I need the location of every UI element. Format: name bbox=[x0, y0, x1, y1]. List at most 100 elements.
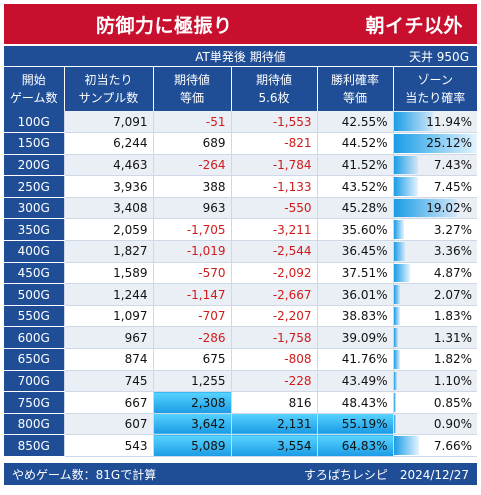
sample-count-cell: 667 bbox=[63, 391, 153, 414]
expected-56-cell: -2,544 bbox=[230, 240, 317, 263]
sample-count-cell: 967 bbox=[63, 326, 153, 350]
zone-rate-value: 3.27% bbox=[433, 222, 472, 237]
zone-rate-value: 7.45% bbox=[433, 179, 472, 194]
sample-count-cell: 1,827 bbox=[63, 240, 153, 263]
expected-equal-cell: 2,308 bbox=[152, 391, 231, 414]
sample-count-cell: 2,059 bbox=[63, 218, 153, 242]
sample-count-cell: 543 bbox=[63, 434, 153, 457]
zone-rate-cell: 11.94% bbox=[392, 111, 477, 134]
expected-56-cell: -3,211 bbox=[230, 218, 317, 242]
zone-rate-value: 0.85% bbox=[433, 395, 472, 410]
zone-rate-value: 25.12% bbox=[426, 136, 472, 151]
zone-rate-bar bbox=[393, 393, 397, 412]
expected-equal-cell: -1,147 bbox=[152, 283, 231, 306]
expected-equal-cell: -1,705 bbox=[152, 218, 231, 242]
win-rate-cell: 35.60% bbox=[316, 218, 393, 242]
zone-rate-cell: 1.10% bbox=[392, 370, 477, 393]
zone-rate-bar bbox=[393, 177, 419, 196]
zone-rate-cell: 7.66% bbox=[392, 434, 477, 457]
zone-rate-value: 19.02% bbox=[426, 201, 472, 216]
start-game-cell: 100G bbox=[4, 111, 64, 134]
expected-equal-cell: -570 bbox=[152, 262, 231, 285]
win-rate-cell: 42.55% bbox=[316, 111, 393, 134]
table-row: 100G 7,091 -51 -1,553 42.55% 11.94% bbox=[4, 111, 477, 134]
win-rate-cell: 43.52% bbox=[316, 175, 393, 198]
table-row: 800G 607 3,642 2,131 55.19% 0.90% bbox=[4, 413, 477, 436]
sample-count-cell: 745 bbox=[63, 370, 153, 393]
zone-rate-value: 1.10% bbox=[433, 373, 472, 388]
table-row: 400G 1,827 -1,019 -2,544 36.45% 3.36% bbox=[4, 240, 477, 263]
expected-value-table: 開始 ゲーム数 初当たり サンプル数 期待値 等価 期待値 5.6枚 勝利確率 等価 ゾー… bbox=[4, 67, 477, 457]
table-header-row: 開始 ゲーム数 初当たり サンプル数 期待値 等価 期待値 5.6枚 勝利確率 等価 ゾー… bbox=[4, 67, 477, 111]
expected-equal-cell: 5,089 bbox=[152, 434, 231, 457]
start-game-cell: 850G bbox=[4, 434, 64, 457]
zone-rate-value: 1.83% bbox=[433, 309, 472, 324]
expected-equal-cell: -1,019 bbox=[152, 240, 231, 263]
table-row: 500G 1,244 -1,147 -2,667 36.01% 2.07% bbox=[4, 283, 477, 306]
column-header: 勝利確率 等価 bbox=[316, 67, 393, 111]
expected-56-cell: -1,758 bbox=[230, 326, 317, 350]
expected-equal-cell: -264 bbox=[152, 154, 231, 177]
table-row: 650G 874 675 -808 41.76% 1.82% bbox=[4, 348, 477, 371]
zone-rate-value: 7.43% bbox=[433, 157, 472, 172]
footer-source-date: すろぱちレシピ 2024/12/27 bbox=[303, 468, 469, 482]
start-game-cell: 350G bbox=[4, 218, 64, 242]
table-row: 550G 1,097 -707 -2,207 38.83% 1.83% bbox=[4, 305, 477, 328]
expected-56-cell: 2,131 bbox=[230, 413, 317, 436]
zone-rate-cell: 25.12% bbox=[392, 132, 477, 155]
zone-rate-bar bbox=[393, 112, 434, 132]
zone-rate-value: 1.82% bbox=[433, 352, 472, 367]
zone-rate-cell: 0.85% bbox=[392, 391, 477, 414]
start-game-cell: 150G bbox=[4, 132, 64, 155]
expected-equal-cell: -51 bbox=[152, 111, 231, 134]
zone-rate-value: 4.87% bbox=[433, 265, 472, 280]
expected-equal-cell: -707 bbox=[152, 305, 231, 328]
column-header: 初当たり サンプル数 bbox=[63, 67, 153, 111]
sample-count-cell: 874 bbox=[63, 348, 153, 371]
footer-note: やめゲーム数：81Gで計算 bbox=[12, 468, 157, 482]
zone-rate-bar bbox=[393, 414, 397, 434]
sample-count-cell: 1,244 bbox=[63, 283, 153, 306]
zone-rate-cell: 1.31% bbox=[392, 326, 477, 350]
zone-rate-cell: 0.90% bbox=[392, 413, 477, 436]
zone-rate-bar bbox=[393, 350, 400, 369]
start-game-cell: 400G bbox=[4, 240, 64, 263]
zone-rate-value: 2.07% bbox=[433, 287, 472, 302]
start-game-cell: 500G bbox=[4, 283, 64, 306]
zone-rate-bar bbox=[393, 155, 419, 175]
zone-rate-value: 1.31% bbox=[433, 330, 472, 345]
expected-equal-cell: -286 bbox=[152, 326, 231, 350]
table-row: 200G 4,463 -264 -1,784 41.52% 7.43% bbox=[4, 154, 477, 177]
title-bar: 防御力に極振り 朝イチ以外 bbox=[4, 4, 477, 44]
expected-56-cell: 3,554 bbox=[230, 434, 317, 457]
table-row: 700G 745 1,255 -228 43.49% 1.10% bbox=[4, 370, 477, 393]
expected-56-cell: -1,784 bbox=[230, 154, 317, 177]
win-rate-cell: 36.01% bbox=[316, 283, 393, 306]
win-rate-cell: 39.09% bbox=[316, 326, 393, 350]
ceiling-label: 天井 950G bbox=[408, 50, 469, 64]
expected-56-cell: -2,092 bbox=[230, 262, 317, 285]
sample-count-cell: 6,244 bbox=[63, 132, 153, 155]
sample-count-cell: 3,408 bbox=[63, 197, 153, 220]
zone-rate-cell: 4.87% bbox=[392, 262, 477, 285]
expected-56-cell: -2,667 bbox=[230, 283, 317, 306]
table-row: 250G 3,936 388 -1,133 43.52% 7.45% bbox=[4, 175, 477, 198]
start-game-cell: 750G bbox=[4, 391, 64, 414]
title-right: 朝イチ以外 bbox=[365, 14, 463, 37]
table-row: 600G 967 -286 -1,758 39.09% 1.31% bbox=[4, 326, 477, 350]
expected-56-cell: -550 bbox=[230, 197, 317, 220]
zone-rate-cell: 7.43% bbox=[392, 154, 477, 177]
column-header: ゾーン 当たり確率 bbox=[392, 67, 477, 111]
win-rate-cell: 45.28% bbox=[316, 197, 393, 220]
zone-rate-bar bbox=[393, 436, 419, 455]
start-game-cell: 450G bbox=[4, 262, 64, 285]
zone-rate-bar bbox=[393, 285, 401, 304]
win-rate-cell: 55.19% bbox=[316, 413, 393, 436]
sample-count-cell: 607 bbox=[63, 413, 153, 436]
subheader-bar: AT単発後 期待値 天井 950G bbox=[4, 46, 477, 66]
start-game-cell: 800G bbox=[4, 413, 64, 436]
expected-56-cell: -821 bbox=[230, 132, 317, 155]
footer-bar: やめゲーム数：81Gで計算 すろぱちレシピ 2024/12/27 bbox=[4, 463, 477, 485]
expected-56-cell: -228 bbox=[230, 370, 317, 393]
